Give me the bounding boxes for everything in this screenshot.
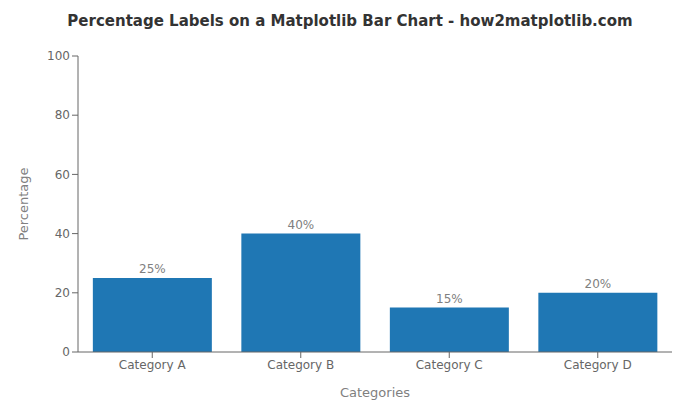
svg-text:40%: 40% — [288, 218, 315, 232]
svg-text:Category D: Category D — [564, 358, 632, 372]
svg-text:Category B: Category B — [267, 358, 334, 372]
svg-text:Category A: Category A — [119, 358, 187, 372]
svg-text:20: 20 — [55, 286, 70, 300]
svg-text:Category C: Category C — [416, 358, 483, 372]
svg-text:100: 100 — [47, 49, 70, 63]
svg-text:40: 40 — [55, 227, 70, 241]
svg-text:25%: 25% — [139, 262, 166, 276]
svg-text:80: 80 — [55, 108, 70, 122]
svg-text:15%: 15% — [436, 292, 463, 306]
svg-text:Categories: Categories — [340, 385, 410, 400]
svg-text:Percentage: Percentage — [16, 167, 31, 240]
svg-text:0: 0 — [62, 345, 70, 359]
svg-text:20%: 20% — [585, 277, 612, 291]
svg-text:60: 60 — [55, 168, 70, 182]
html-text:Percentage Labels on a Matplot: Percentage Labels on a Matplotlib Bar Ch… — [67, 12, 633, 30]
